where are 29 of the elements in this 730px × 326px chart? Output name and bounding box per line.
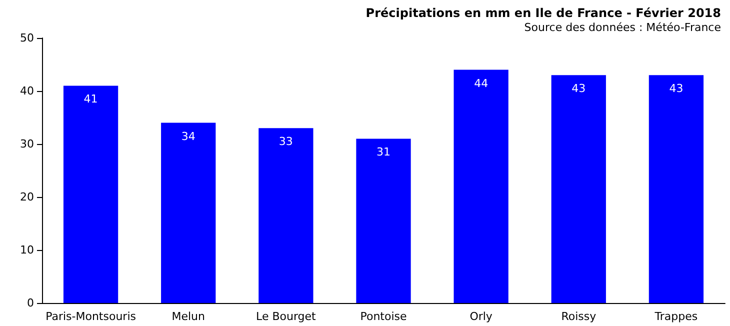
data-label: 31 — [376, 146, 390, 159]
data-label: 43 — [572, 82, 586, 96]
x-tick-label: Pontoise — [360, 310, 407, 323]
bar — [258, 128, 314, 303]
x-tick-label: Orly — [470, 310, 493, 323]
x-tick-label: Melun — [172, 310, 206, 323]
y-tick-label: 0 — [27, 296, 34, 310]
y-tick-label: 30 — [20, 138, 34, 150]
x-tick-label: Trappes — [654, 310, 698, 323]
bar — [551, 75, 606, 303]
y-tick-label: 50 — [20, 32, 34, 44]
data-label: 44 — [474, 76, 488, 90]
bar — [454, 70, 508, 303]
bar — [648, 75, 704, 303]
chart-subtitle: Source des données : Météo-France — [524, 21, 722, 34]
x-tick-label: Paris-Montsouris — [46, 310, 136, 323]
y-tick-label: 40 — [20, 84, 34, 98]
chart-title: Précipitations en mm en Ile de France - Février 2018 — [366, 6, 722, 20]
data-label: 41 — [84, 92, 98, 106]
y-tick-label: 20 — [20, 190, 34, 204]
x-tick-label: Le Bourget — [256, 310, 317, 323]
bar — [356, 138, 411, 303]
bar — [161, 122, 216, 303]
y-tick-label: 10 — [20, 244, 34, 256]
data-label: 43 — [669, 82, 684, 96]
x-tick-label: Roissy — [561, 310, 597, 323]
data-label: 34 — [181, 130, 196, 143]
data-label: 33 — [278, 135, 293, 148]
bar — [63, 86, 118, 303]
